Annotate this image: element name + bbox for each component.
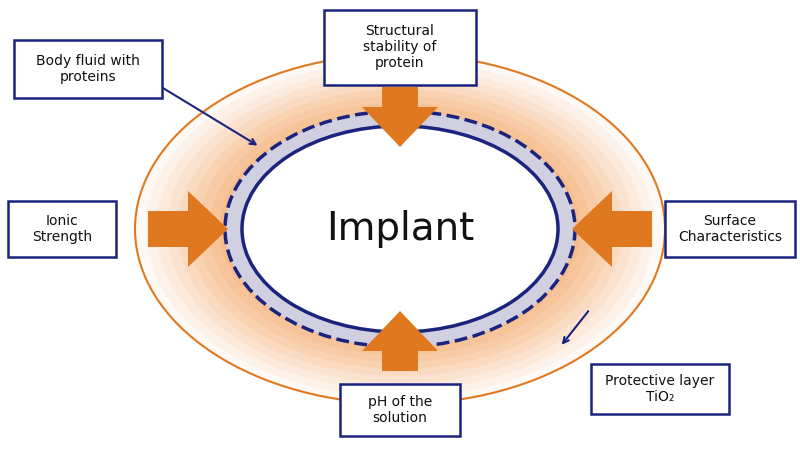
Ellipse shape [156,68,644,390]
Ellipse shape [390,222,410,236]
Ellipse shape [178,82,622,376]
Text: Structural
stability of
protein: Structural stability of protein [363,24,437,70]
Ellipse shape [326,180,474,278]
Text: Ionic
Strength: Ionic Strength [32,214,92,244]
Ellipse shape [305,166,495,292]
Ellipse shape [379,215,421,243]
FancyBboxPatch shape [14,40,162,98]
Text: Surface
Characteristics: Surface Characteristics [678,214,782,244]
FancyBboxPatch shape [665,201,795,257]
Ellipse shape [188,89,612,369]
Ellipse shape [251,131,549,327]
Ellipse shape [220,110,580,348]
Ellipse shape [315,173,485,285]
Ellipse shape [336,187,464,271]
Ellipse shape [262,138,538,320]
Ellipse shape [347,194,453,264]
Ellipse shape [146,61,654,397]
Ellipse shape [358,201,442,257]
Ellipse shape [167,75,634,383]
Text: Protective layer
TiO₂: Protective layer TiO₂ [606,374,714,404]
Ellipse shape [368,208,432,250]
Polygon shape [148,191,228,267]
Ellipse shape [210,103,590,355]
Text: Implant: Implant [326,210,474,248]
Text: pH of the
solution: pH of the solution [368,395,432,425]
Ellipse shape [230,117,570,341]
Ellipse shape [198,96,602,362]
Polygon shape [572,191,652,267]
Ellipse shape [273,145,527,313]
Text: Body fluid with
proteins: Body fluid with proteins [36,54,140,84]
Ellipse shape [241,124,559,334]
FancyBboxPatch shape [591,364,729,414]
Polygon shape [362,311,438,371]
Ellipse shape [135,54,665,404]
Ellipse shape [242,126,558,332]
Polygon shape [362,87,438,147]
Ellipse shape [294,159,506,299]
Ellipse shape [283,152,517,306]
Ellipse shape [225,111,575,347]
FancyBboxPatch shape [340,384,460,436]
FancyBboxPatch shape [324,10,476,85]
FancyBboxPatch shape [8,201,116,257]
